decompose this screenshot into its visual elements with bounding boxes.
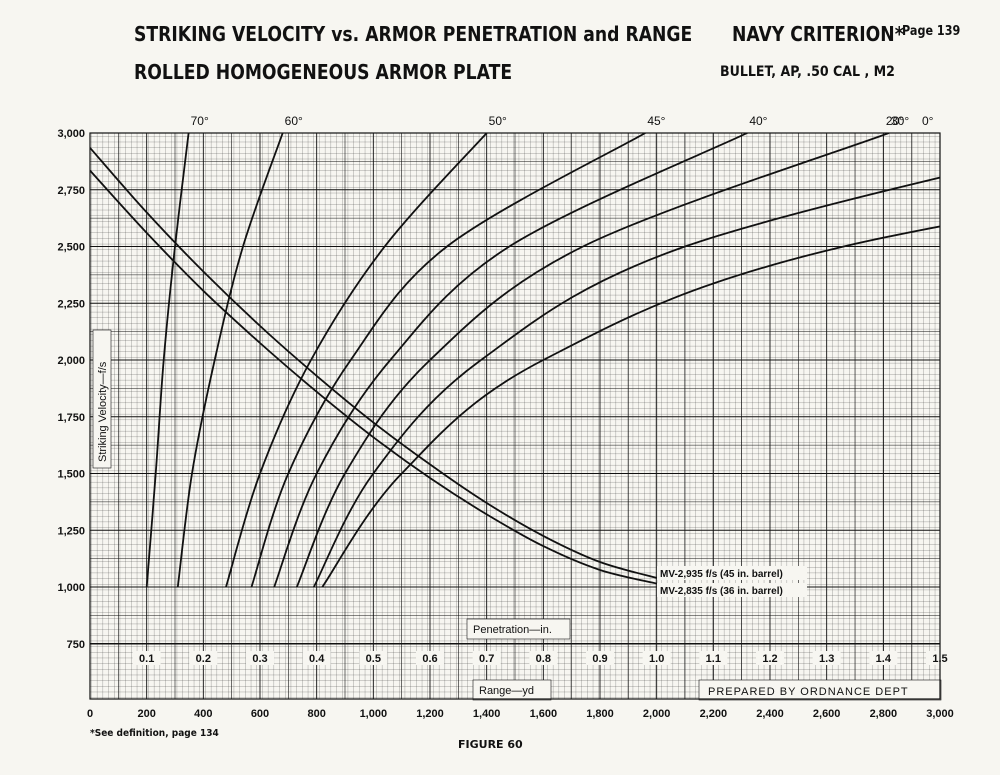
y-tick-label: 1,750 xyxy=(57,412,85,424)
angle-curve xyxy=(176,133,284,588)
range-label-box xyxy=(472,679,552,701)
penetration-tick-label: 0.1 xyxy=(139,653,154,665)
range-tick-label: 1,200 xyxy=(416,708,444,720)
series-label-box-2 xyxy=(657,583,807,597)
penetration-axis-label: Penetration—in. xyxy=(473,624,552,636)
penetration-tick-box xyxy=(699,651,728,665)
penetration-tick-box xyxy=(812,651,841,665)
angle-label: 45° xyxy=(647,114,665,128)
penetration-tick-box xyxy=(756,651,784,665)
range-tick-label: 1,800 xyxy=(586,708,614,720)
range-tick-label: 1,000 xyxy=(360,708,388,720)
range-tick-label: 200 xyxy=(137,708,155,720)
range-tick-label: 800 xyxy=(307,708,325,720)
penetration-tick-box xyxy=(189,651,218,665)
series-label: MV-2,835 f/s (36 in. barrel) xyxy=(660,586,783,597)
curves-layer xyxy=(90,133,940,588)
y-tick-label: 1,500 xyxy=(57,469,85,481)
penetration-tick-box xyxy=(529,651,558,665)
ylabel-box xyxy=(92,329,112,469)
chart-title: STRIKING VELOCITY vs. ARMOR PENETRATION … xyxy=(134,22,693,46)
y-tick-label: 750 xyxy=(67,639,85,651)
range-curve xyxy=(90,147,657,579)
penetration-tick-box xyxy=(246,651,274,665)
y-tick-label: 2,000 xyxy=(57,355,85,367)
y-tick-label: 3,000 xyxy=(57,128,85,140)
penetration-tick-box xyxy=(586,651,614,665)
y-tick-label: 1,000 xyxy=(57,582,85,594)
range-tick-label: 2,600 xyxy=(813,708,841,720)
plot-frame xyxy=(89,132,941,700)
angle-label: 0° xyxy=(922,114,934,128)
range-tick-label: 1,600 xyxy=(530,708,558,720)
penetration-tick-label: 0.4 xyxy=(309,653,325,665)
penetration-label-box xyxy=(466,618,571,640)
penetration-tick-label: 0.2 xyxy=(196,653,211,665)
penetration-tick-label: 0.3 xyxy=(252,653,267,665)
chart-subtitle-plate: ROLLED HOMOGENEOUS ARMOR PLATE xyxy=(134,60,513,84)
angle-label: 30° xyxy=(891,114,909,128)
y-tick-label: 1,250 xyxy=(57,525,85,537)
penetration-tick-label: 1.0 xyxy=(649,653,664,665)
penetration-tick-box xyxy=(302,651,331,665)
range-tick-label: 2,400 xyxy=(756,708,784,720)
range-tick-label: 2,800 xyxy=(870,708,898,720)
penetration-tick-label: 0.7 xyxy=(479,653,494,665)
penetration-tick-label: 1.4 xyxy=(876,653,892,665)
range-curve xyxy=(90,169,657,585)
y-tick-label: 2,750 xyxy=(57,185,85,197)
bullet-designation: BULLET, AP, .50 CAL , M2 xyxy=(720,64,895,80)
penetration-tick-box xyxy=(472,651,501,665)
penetration-tick-label: 0.5 xyxy=(366,653,381,665)
angle-curve xyxy=(225,133,488,588)
angle-labels: 70° 60° 50° 45° 40° 30°20° 0° xyxy=(191,114,934,128)
penetration-tick-box xyxy=(642,651,671,665)
range-tick-labels: 0 200 400 600 800 1,000 1,200 1,400 1,600 1,800 2,… xyxy=(87,708,954,720)
angle-curve xyxy=(313,176,940,588)
angle-label: 60° xyxy=(285,114,303,128)
penetration-tick-box xyxy=(132,651,161,665)
angle-label: 40° xyxy=(749,114,767,128)
credit-box xyxy=(698,679,942,701)
penetration-tick-label: 1.1 xyxy=(706,653,721,665)
penetration-tick-label: 0.6 xyxy=(422,653,437,665)
y-tick-label: 2,500 xyxy=(57,242,85,254)
range-tick-label: 1,400 xyxy=(473,708,501,720)
range-tick-label: 2,200 xyxy=(700,708,728,720)
y-axis-label: Striking Velocity—f/s xyxy=(97,361,109,462)
angle-curve xyxy=(273,133,748,588)
range-tick-label: 600 xyxy=(251,708,269,720)
figure-number: FIGURE 60 xyxy=(458,738,523,751)
penetration-tick-label: 1.3 xyxy=(819,653,834,665)
y-tick-label: 2,250 xyxy=(57,298,85,310)
range-tick-label: 0 xyxy=(87,708,93,720)
series-label-box-1 xyxy=(657,566,807,580)
penetration-tick-labels: 0.1 0.2 0.3 0.4 0.5 0.6 0.7 0.8 0.9 1.0 1.1 1.2 1.3 1… xyxy=(132,651,954,665)
angle-label: 50° xyxy=(489,114,507,128)
penetration-tick-box xyxy=(359,651,388,665)
penetration-tick-box xyxy=(416,651,444,665)
angle-curve xyxy=(145,133,190,588)
range-tick-label: 400 xyxy=(194,708,212,720)
penetration-tick-label: 0.9 xyxy=(592,653,607,665)
y-tick-labels: 3,000 2,750 2,500 2,250 2,000 1,750 1,500 1,250… xyxy=(57,128,85,651)
penetration-tick-label: 1.2 xyxy=(762,653,777,665)
angle-label: 70° xyxy=(191,114,209,128)
penetration-tick-box xyxy=(869,651,898,665)
angle-curve xyxy=(295,133,890,588)
angle-curve xyxy=(250,133,646,588)
range-tick-label: 2,000 xyxy=(643,708,671,720)
range-tick-label: 3,000 xyxy=(926,708,954,720)
footnote: *See definition, page 134 xyxy=(90,728,219,739)
angle-label: 20° xyxy=(886,114,904,128)
range-axis-label: Range—yd xyxy=(479,685,534,697)
series-label: MV-2,935 f/s (45 in. barrel) xyxy=(660,569,783,580)
penetration-tick-label: 0.8 xyxy=(536,653,551,665)
angle-curve xyxy=(321,225,940,588)
navy-criterion-label: NAVY CRITERION* xyxy=(732,22,904,46)
credit-label: PREPARED BY ORDNANCE DEPT xyxy=(708,686,909,698)
page-number: Page 139 xyxy=(902,24,961,39)
major-grid xyxy=(89,132,941,699)
